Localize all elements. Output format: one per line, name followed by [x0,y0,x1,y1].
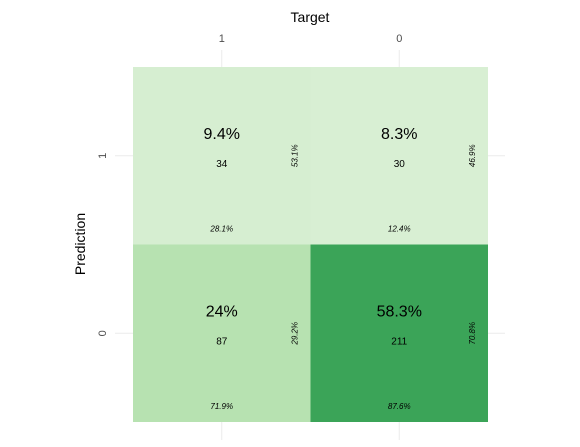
cell-overall-percent: 8.3% [381,126,417,143]
heatmap-cell [133,244,311,422]
x-tick-label: 1 [219,33,225,45]
cell-labels: 9.4% 34 28.1% 53.1% 8.3% 30 12.4% 46.9% 24% 87 71.… [204,126,477,411]
cell-row-percent: 70.8% [468,322,477,345]
cell-count: 211 [391,336,407,347]
cell-count: 87 [216,336,228,347]
cell-column-percent: 28.1% [209,225,233,234]
y-tick-label: 0 [97,330,109,336]
heatmap-cells [133,67,488,422]
cell-column-percent: 12.4% [388,225,411,234]
heatmap-cell [133,67,311,245]
cell-overall-percent: 58.3% [377,303,422,320]
x-axis-title: Target [291,9,330,25]
cell-count: 30 [394,159,406,170]
x-tick-label: 0 [396,33,402,45]
heatmap-cell [310,67,488,245]
cell-overall-percent: 24% [206,303,238,320]
cell-row-percent: 29.2% [291,322,300,346]
cell-row-percent: 53.1% [291,144,300,167]
cell-count: 34 [216,159,228,170]
cell-column-percent: 87.6% [388,402,411,411]
cell-column-percent: 71.9% [210,402,233,411]
axis-ticks: 1 0 1 0 [97,33,402,336]
y-tick-label: 1 [97,153,109,159]
heatmap-cell [310,244,488,422]
cell-row-percent: 46.9% [468,144,477,167]
y-axis-title: Prediction [72,213,88,275]
cell-overall-percent: 9.4% [204,126,240,143]
